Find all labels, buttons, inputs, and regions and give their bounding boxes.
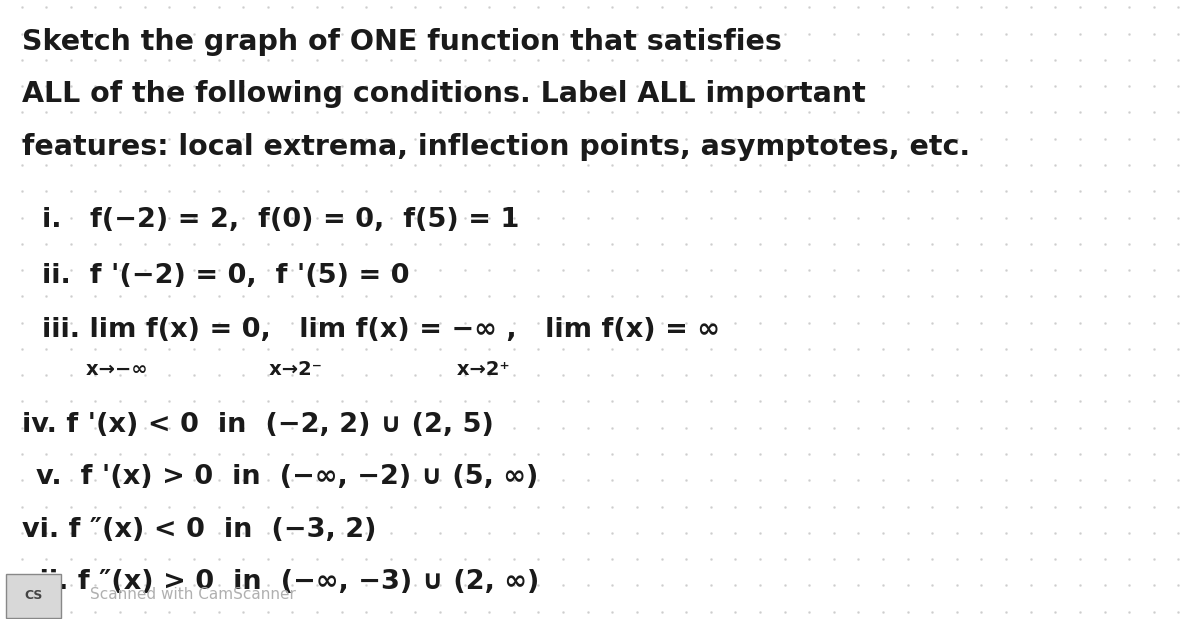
Text: iii. lim f(x) = 0,   lim f(x) = −∞ ,   lim f(x) = ∞: iii. lim f(x) = 0, lim f(x) = −∞ , lim f… [42, 317, 720, 343]
Text: Sketch the graph of ONE function that satisfies: Sketch the graph of ONE function that sa… [22, 28, 781, 56]
Text: vii. f ″(x) > 0  in  (−∞, −3) ∪ (2, ∞): vii. f ″(x) > 0 in (−∞, −3) ∪ (2, ∞) [22, 569, 539, 595]
Text: vi. f ″(x) < 0  in  (−3, 2): vi. f ″(x) < 0 in (−3, 2) [22, 517, 376, 543]
Text: ii.  f '(−2) = 0,  f '(5) = 0: ii. f '(−2) = 0, f '(5) = 0 [42, 263, 409, 289]
FancyBboxPatch shape [6, 574, 61, 618]
Text: i.   f(−2) = 2,  f(0) = 0,  f(5) = 1: i. f(−2) = 2, f(0) = 0, f(5) = 1 [42, 207, 520, 233]
Text: features: local extrema, inflection points, asymptotes, etc.: features: local extrema, inflection poin… [22, 133, 970, 161]
Text: Scanned with CamScanner: Scanned with CamScanner [90, 587, 296, 602]
Text: CS: CS [24, 589, 43, 602]
Text: iv. f '(x) < 0  in  (−2, 2) ∪ (2, 5): iv. f '(x) < 0 in (−2, 2) ∪ (2, 5) [22, 412, 493, 438]
Text: v.  f '(x) > 0  in  (−∞, −2) ∪ (5, ∞): v. f '(x) > 0 in (−∞, −2) ∪ (5, ∞) [36, 464, 539, 490]
Text: x→−∞                  x→2⁻                    x→2⁺: x→−∞ x→2⁻ x→2⁺ [86, 360, 510, 379]
Text: ALL of the following conditions. Label ALL important: ALL of the following conditions. Label A… [22, 80, 865, 108]
